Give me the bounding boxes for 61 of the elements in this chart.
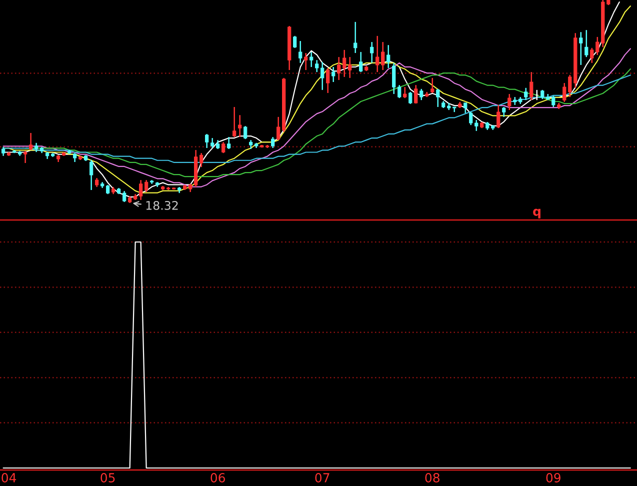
candlestick — [474, 119, 478, 132]
candlestick — [430, 77, 434, 94]
candlestick — [310, 51, 314, 68]
candlestick — [337, 56, 341, 81]
candlestick — [420, 88, 424, 101]
candlestick — [28, 132, 33, 151]
candlestick — [298, 40, 302, 64]
x-tick-label: 06 — [210, 473, 225, 482]
x-tick-label: 05 — [100, 473, 115, 482]
candlestick — [210, 137, 214, 149]
candlestick — [271, 136, 275, 149]
candlestick — [205, 133, 209, 149]
candlestick — [376, 35, 380, 73]
candlestick — [354, 21, 358, 54]
candlestick — [469, 111, 473, 126]
candlestick — [359, 51, 363, 73]
candlestick — [530, 71, 534, 101]
candlestick — [244, 125, 248, 140]
candlestick — [392, 62, 396, 95]
candlestick — [293, 35, 297, 49]
candlestick — [496, 104, 500, 129]
candlestick — [232, 106, 236, 138]
candlestick — [222, 141, 226, 154]
candlestick — [381, 41, 385, 71]
candlestick — [23, 150, 28, 164]
candlestick — [34, 142, 38, 153]
text: q — [533, 208, 540, 218]
candlestick — [398, 84, 402, 99]
x-tick-label: 08 — [425, 473, 440, 482]
candlestick — [227, 136, 231, 150]
candlestick — [464, 102, 468, 114]
candlestick — [304, 52, 308, 71]
candlestick — [342, 49, 346, 78]
candlestick — [200, 152, 204, 168]
candlestick — [106, 184, 110, 195]
candlestick — [508, 93, 512, 111]
candlestick — [408, 91, 412, 105]
candlestick — [584, 29, 588, 58]
candlestick — [348, 56, 352, 79]
candlestick — [502, 106, 506, 118]
candlestick — [89, 159, 94, 191]
annotation: 18.32 — [146, 200, 178, 210]
x-tick-label: 09 — [546, 473, 560, 482]
candlestick — [144, 179, 148, 193]
candlestick — [326, 67, 330, 94]
candlestick — [414, 84, 418, 104]
candlestick — [139, 179, 143, 201]
candlestick — [122, 190, 126, 203]
candlestick — [276, 116, 280, 141]
candlestick — [579, 31, 583, 66]
candlestick — [524, 87, 528, 101]
candlestick — [436, 88, 440, 108]
candlestick — [370, 41, 374, 64]
candlestick — [320, 61, 324, 91]
candlestick — [403, 86, 407, 99]
candlestick — [238, 114, 242, 138]
x-tick-label: 07 — [315, 473, 330, 482]
candlestick — [332, 66, 336, 83]
candlestick — [386, 44, 390, 69]
candlestick — [315, 59, 319, 73]
x-tick-label: 04 — [2, 473, 16, 482]
